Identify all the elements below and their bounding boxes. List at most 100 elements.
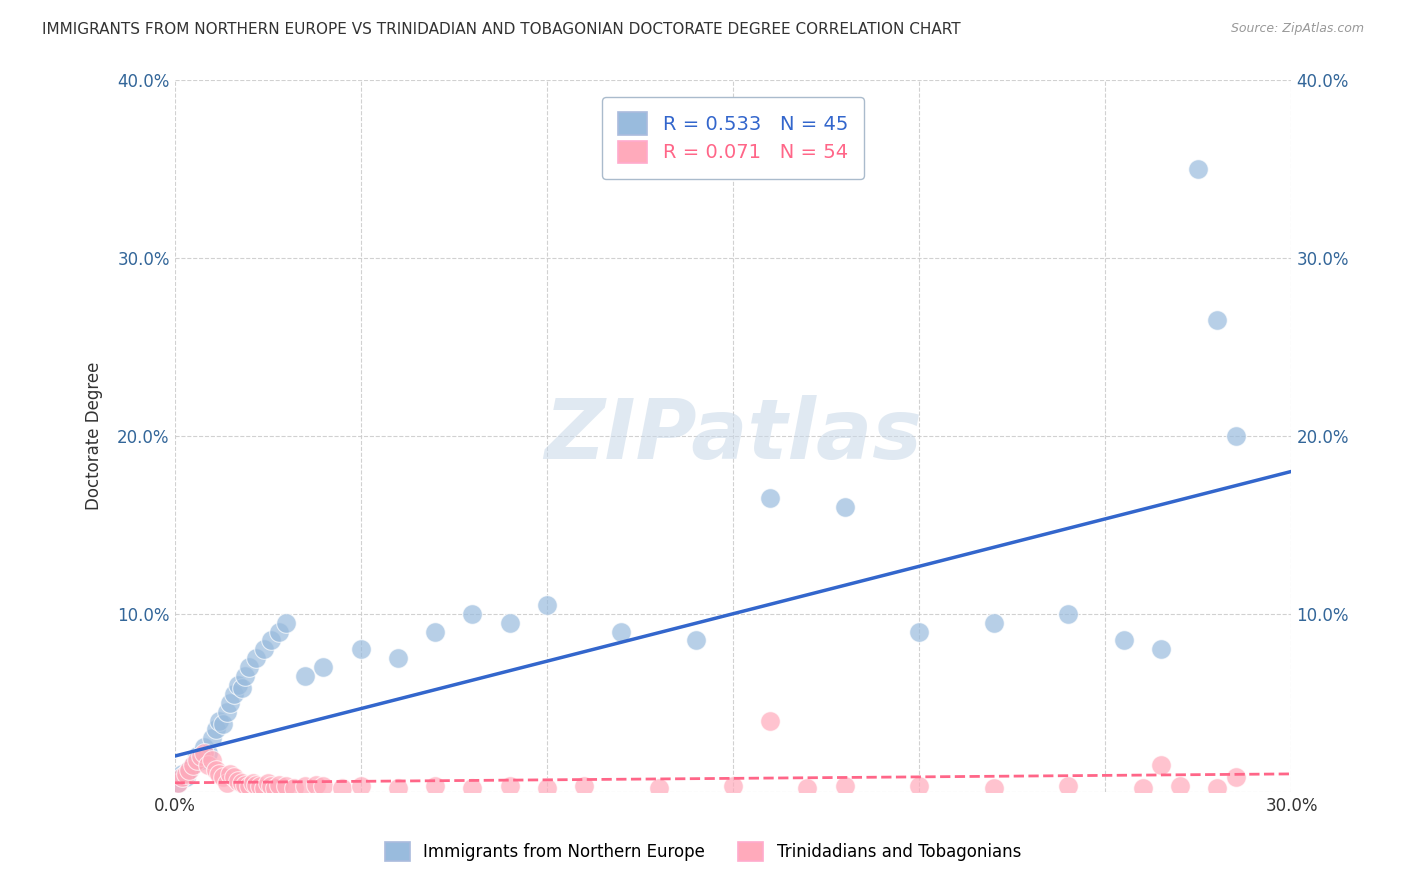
- Point: [276, 780, 298, 794]
- Point: [181, 758, 204, 772]
- Point: [759, 491, 782, 505]
- Point: [249, 780, 271, 794]
- Point: [179, 764, 201, 778]
- Point: [1132, 781, 1154, 796]
- Point: [212, 771, 235, 785]
- Point: [461, 607, 484, 621]
- Point: [425, 780, 447, 794]
- Point: [498, 615, 520, 630]
- Point: [208, 714, 231, 728]
- Point: [908, 780, 931, 794]
- Point: [983, 781, 1005, 796]
- Point: [253, 781, 276, 796]
- Text: ZIPatlas: ZIPatlas: [544, 395, 922, 476]
- Point: [796, 781, 818, 796]
- Point: [253, 642, 276, 657]
- Point: [1057, 607, 1080, 621]
- Point: [1225, 429, 1247, 443]
- Point: [685, 633, 707, 648]
- Point: [834, 780, 856, 794]
- Point: [267, 624, 290, 639]
- Point: [231, 776, 253, 790]
- Point: [224, 771, 246, 785]
- Point: [186, 753, 208, 767]
- Point: [572, 780, 595, 794]
- Point: [1057, 780, 1080, 794]
- Point: [387, 781, 409, 796]
- Point: [186, 749, 208, 764]
- Legend: Immigrants from Northern Europe, Trinidadians and Tobagonians: Immigrants from Northern Europe, Trinida…: [371, 829, 1035, 875]
- Point: [190, 753, 212, 767]
- Point: [167, 776, 190, 790]
- Point: [226, 774, 249, 789]
- Point: [461, 781, 484, 796]
- Point: [1150, 642, 1173, 657]
- Text: IMMIGRANTS FROM NORTHERN EUROPE VS TRINIDADIAN AND TOBAGONIAN DOCTORATE DEGREE C: IMMIGRANTS FROM NORTHERN EUROPE VS TRINI…: [42, 22, 960, 37]
- Point: [312, 660, 335, 674]
- Point: [276, 615, 298, 630]
- Point: [215, 705, 238, 719]
- Point: [174, 767, 197, 781]
- Point: [350, 642, 373, 657]
- Point: [208, 767, 231, 781]
- Point: [260, 633, 283, 648]
- Point: [219, 767, 242, 781]
- Point: [204, 764, 226, 778]
- Point: [330, 781, 353, 796]
- Point: [179, 764, 201, 778]
- Point: [536, 781, 558, 796]
- Point: [647, 781, 669, 796]
- Point: [536, 598, 558, 612]
- Point: [245, 778, 267, 792]
- Point: [238, 780, 260, 794]
- Point: [294, 669, 316, 683]
- Point: [193, 740, 215, 755]
- Point: [193, 746, 215, 760]
- Point: [190, 749, 212, 764]
- Point: [264, 781, 287, 796]
- Point: [283, 781, 305, 796]
- Point: [294, 780, 316, 794]
- Point: [224, 687, 246, 701]
- Point: [204, 723, 226, 737]
- Point: [219, 696, 242, 710]
- Point: [226, 678, 249, 692]
- Point: [197, 758, 219, 772]
- Text: Source: ZipAtlas.com: Source: ZipAtlas.com: [1230, 22, 1364, 36]
- Point: [834, 500, 856, 514]
- Point: [215, 776, 238, 790]
- Point: [983, 615, 1005, 630]
- Point: [170, 771, 193, 785]
- Point: [238, 660, 260, 674]
- Point: [721, 780, 744, 794]
- Point: [1150, 758, 1173, 772]
- Point: [256, 776, 278, 790]
- Point: [610, 624, 633, 639]
- Point: [1206, 313, 1229, 327]
- Point: [201, 731, 224, 746]
- Point: [174, 771, 197, 785]
- Point: [387, 651, 409, 665]
- Point: [759, 714, 782, 728]
- Point: [167, 776, 190, 790]
- Y-axis label: Doctorate Degree: Doctorate Degree: [86, 361, 103, 510]
- Point: [350, 780, 373, 794]
- Point: [305, 778, 328, 792]
- Point: [212, 717, 235, 731]
- Point: [245, 651, 267, 665]
- Point: [260, 780, 283, 794]
- Point: [201, 753, 224, 767]
- Point: [242, 776, 264, 790]
- Legend: R = 0.533   N = 45, R = 0.071   N = 54: R = 0.533 N = 45, R = 0.071 N = 54: [602, 97, 863, 178]
- Point: [1187, 161, 1209, 176]
- Point: [231, 681, 253, 696]
- Point: [908, 624, 931, 639]
- Point: [312, 780, 335, 794]
- Point: [498, 780, 520, 794]
- Point: [1225, 771, 1247, 785]
- Point: [1168, 780, 1191, 794]
- Point: [1206, 781, 1229, 796]
- Point: [233, 778, 256, 792]
- Point: [233, 669, 256, 683]
- Point: [267, 778, 290, 792]
